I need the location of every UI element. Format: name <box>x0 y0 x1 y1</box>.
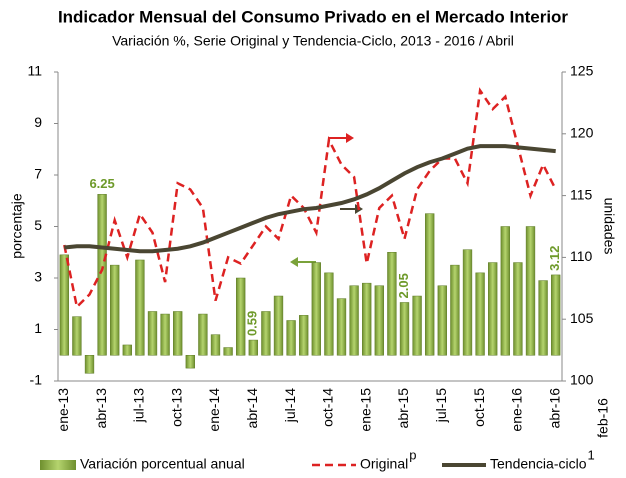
bar <box>374 285 384 356</box>
y-tick-label: 5 <box>34 217 42 233</box>
y-tick-label: 3 <box>34 269 42 285</box>
legend-label: Tendencia-ciclo <box>490 456 587 472</box>
y-tick-label: 7 <box>34 166 42 182</box>
bar <box>210 334 221 356</box>
x-tick-label: jul-14 <box>282 388 298 423</box>
x-tick-label: ene-16 <box>509 388 525 432</box>
y2-tick-label: 120 <box>570 125 594 141</box>
bar <box>110 264 120 356</box>
y2-tick-label: 115 <box>570 186 593 202</box>
bar <box>324 272 334 356</box>
y2-tick-label: 110 <box>570 248 593 264</box>
bar <box>122 344 132 356</box>
bar <box>223 347 233 356</box>
bar <box>437 285 447 356</box>
y2-tick-label: 105 <box>570 310 594 326</box>
bar <box>160 313 170 356</box>
bar <box>261 311 271 356</box>
bar <box>349 285 359 356</box>
bar <box>273 295 284 356</box>
legend-swatch <box>40 460 76 470</box>
bar <box>198 313 208 356</box>
y2-tick-label: 125 <box>570 63 594 79</box>
y-tick-label: 1 <box>34 320 42 336</box>
legend-note: 1 <box>588 447 595 462</box>
y-tick-label: 9 <box>34 114 42 130</box>
x-tick-label: abr-15 <box>395 388 411 429</box>
y2-axis-title: unidades <box>601 198 617 255</box>
data-label: 2.05 <box>396 273 411 298</box>
y-axis-title: porcentaje <box>9 193 25 259</box>
bar <box>450 264 460 356</box>
bar <box>72 316 82 356</box>
x-tick-label: oct-13 <box>168 388 184 427</box>
bar <box>286 320 296 356</box>
bar <box>135 259 145 356</box>
data-label: 3.12 <box>547 246 562 271</box>
bar <box>425 213 435 356</box>
data-label: 6.25 <box>89 176 114 191</box>
x-tick-label: ene-15 <box>357 388 373 432</box>
legend-label: Original <box>360 456 408 472</box>
bar <box>488 262 498 356</box>
line <box>63 87 557 310</box>
bar <box>336 298 347 356</box>
bar <box>500 226 510 356</box>
legend-note: p <box>409 447 416 462</box>
x-tick-label: abr-16 <box>546 388 562 429</box>
legend-label: Variación porcentual anual <box>80 456 245 472</box>
annotation: feb-16 <box>595 398 611 438</box>
bar <box>462 249 473 356</box>
y2-tick-label: 100 <box>570 372 594 388</box>
x-tick-label: jul-15 <box>433 388 449 423</box>
bar <box>248 339 258 356</box>
bar <box>236 277 246 356</box>
bar <box>185 355 195 369</box>
x-tick-label: oct-14 <box>320 388 336 427</box>
bar <box>147 311 158 356</box>
bar <box>299 315 309 356</box>
data-label: 0.59 <box>245 311 260 336</box>
x-tick-label: oct-15 <box>471 388 487 427</box>
y-tick-label: 11 <box>27 63 42 79</box>
bar <box>387 252 397 356</box>
x-tick-label: ene-13 <box>55 388 71 432</box>
chart-subtitle: Variación %, Serie Original y Tendencia-… <box>112 33 514 49</box>
arrow <box>290 257 316 267</box>
chart-title: Indicador Mensual del Consumo Privado en… <box>58 7 568 26</box>
x-tick-label: ene-14 <box>206 388 222 432</box>
line <box>64 144 556 254</box>
bar <box>551 274 561 356</box>
bar <box>97 194 107 356</box>
bar <box>173 311 183 356</box>
y-tick-label: -1 <box>30 372 43 388</box>
legend-item: Variación porcentual anual <box>40 456 245 472</box>
bar <box>513 262 523 356</box>
x-tick-label: abr-14 <box>244 388 260 429</box>
bar <box>538 280 548 356</box>
bar <box>311 262 321 356</box>
bar <box>84 355 95 374</box>
bar <box>475 272 485 356</box>
bar <box>412 295 422 356</box>
bar <box>59 254 69 356</box>
bar <box>399 302 410 356</box>
x-tick-label: jul-13 <box>131 388 147 423</box>
arrow <box>328 133 354 143</box>
x-tick-label: abr-13 <box>93 388 109 429</box>
bar <box>362 282 372 356</box>
bar <box>525 226 536 356</box>
